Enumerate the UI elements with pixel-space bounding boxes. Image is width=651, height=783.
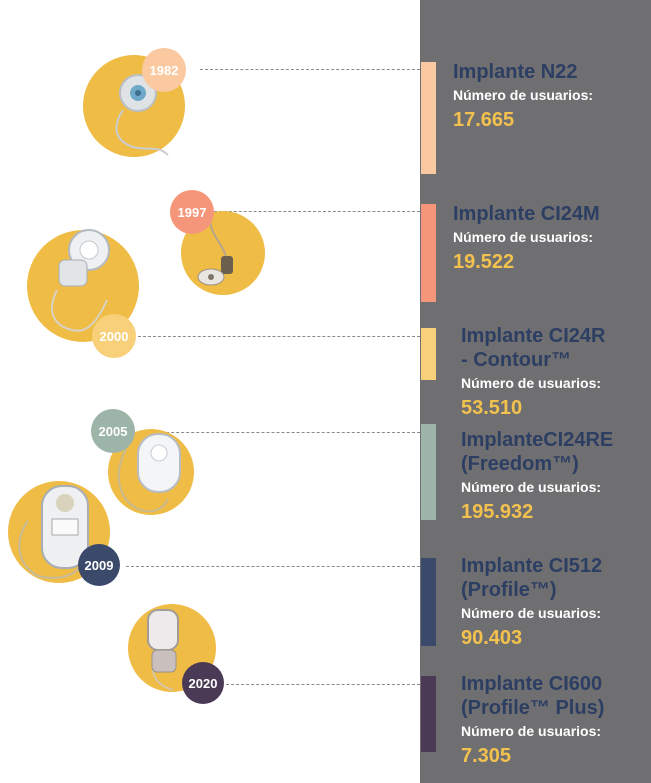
implant-ci24m-image	[197, 210, 233, 286]
item-1997: Implante CI24M Número de usuarios: 19.52…	[453, 202, 643, 274]
title-1997: Implante CI24M	[453, 203, 600, 225]
implant-ci24re-image	[117, 433, 181, 513]
users-label-2000: Número de usuarios:	[461, 375, 602, 391]
users-value-2009: 90.403	[461, 627, 523, 649]
year-badge-2005: 2005	[91, 409, 135, 453]
connector-2005	[136, 432, 420, 433]
year-badge-2009: 2009	[78, 544, 120, 586]
title-2005-line2: (Freedom™)	[461, 453, 579, 475]
implant-ci512-image	[18, 485, 89, 579]
title-2020-line1: Implante CI600	[461, 673, 603, 695]
title-2009-line2: (Profile™)	[461, 579, 557, 601]
item-2000: Implante CI24R - Contour™ Número de usua…	[461, 324, 651, 420]
title-2009-line1: Implante CI512	[461, 555, 603, 577]
users-label-2009: Número de usuarios:	[461, 605, 602, 621]
users-label-1997: Número de usuarios:	[453, 229, 594, 245]
users-label-2020: Número de usuarios:	[461, 723, 602, 739]
item-2020: Implante CI600 (Profile™ Plus) Número de…	[461, 672, 651, 768]
year-badge-2000: 2000	[92, 314, 136, 358]
item-2005: ImplanteCI24RE (Freedom™) Número de usua…	[461, 428, 651, 524]
users-value-1982: 17.665	[453, 109, 515, 131]
bar-2009	[421, 558, 436, 646]
title-2020-line2: (Profile™ Plus)	[461, 697, 605, 719]
bar-2000	[421, 328, 436, 380]
bar-1982	[421, 62, 436, 174]
users-value-2000: 53.510	[461, 397, 523, 419]
connector-2020	[226, 684, 420, 685]
connector-1982	[200, 69, 420, 70]
title-2000-line2: - Contour™	[461, 349, 571, 371]
year-badge-1997: 1997	[170, 190, 214, 234]
title-2000-line1: Implante CI24R	[461, 325, 606, 347]
users-value-1997: 19.522	[453, 251, 515, 273]
implant-ci600-image	[147, 609, 179, 691]
users-value-2005: 195.932	[461, 501, 534, 523]
connector-2009	[126, 566, 420, 567]
connector-2000	[138, 336, 420, 337]
implant-ci24r-image	[51, 229, 110, 332]
title-2005-line1: ImplanteCI24RE	[461, 429, 614, 451]
year-badge-1982: 1982	[142, 48, 186, 92]
item-1982: Implante N22 Número de usuarios: 17.665	[453, 60, 643, 132]
users-value-2020: 7.305	[461, 745, 512, 767]
users-label-2005: Número de usuarios:	[461, 479, 602, 495]
right-panel	[420, 0, 651, 783]
bar-1997	[421, 204, 436, 302]
item-2009: Implante CI512 (Profile™) Número de usua…	[461, 554, 651, 650]
bar-2005	[421, 424, 436, 520]
year-badge-2020: 2020	[182, 662, 224, 704]
users-label-1982: Número de usuarios:	[453, 87, 594, 103]
title-1982: Implante N22	[453, 61, 578, 83]
bar-2020	[421, 676, 436, 752]
connector-1997	[214, 211, 420, 212]
